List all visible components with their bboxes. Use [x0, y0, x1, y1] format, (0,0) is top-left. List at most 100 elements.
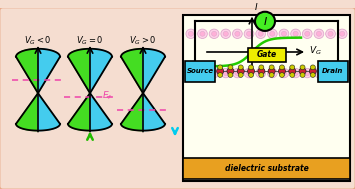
Circle shape [255, 12, 275, 31]
Circle shape [326, 29, 335, 39]
Circle shape [293, 71, 298, 76]
Circle shape [279, 29, 289, 39]
Circle shape [269, 73, 274, 77]
Circle shape [270, 71, 275, 76]
Circle shape [268, 68, 275, 74]
Circle shape [337, 29, 347, 39]
Text: $V_G < 0$: $V_G < 0$ [24, 35, 52, 47]
Circle shape [278, 68, 285, 74]
Circle shape [267, 29, 277, 39]
Circle shape [326, 68, 335, 78]
Circle shape [235, 71, 240, 76]
Circle shape [340, 31, 345, 36]
Circle shape [227, 68, 234, 74]
Text: dielectric substrate: dielectric substrate [225, 164, 308, 173]
Circle shape [223, 71, 228, 76]
Circle shape [258, 31, 263, 36]
Circle shape [198, 29, 207, 39]
Circle shape [186, 68, 196, 78]
Polygon shape [121, 49, 143, 93]
Polygon shape [90, 93, 112, 131]
FancyBboxPatch shape [183, 158, 350, 179]
Circle shape [256, 29, 266, 39]
Circle shape [328, 31, 333, 36]
Circle shape [228, 65, 233, 70]
Circle shape [258, 68, 265, 74]
Circle shape [186, 29, 196, 39]
Circle shape [218, 65, 223, 70]
Circle shape [337, 68, 347, 78]
Polygon shape [16, 93, 38, 131]
Text: $I$: $I$ [262, 15, 267, 27]
Circle shape [259, 65, 264, 70]
Circle shape [188, 31, 193, 36]
Circle shape [235, 31, 240, 36]
Polygon shape [68, 93, 90, 131]
Circle shape [267, 68, 277, 78]
Circle shape [290, 73, 295, 77]
Circle shape [302, 68, 312, 78]
Circle shape [279, 65, 284, 70]
Circle shape [300, 73, 305, 77]
Circle shape [198, 68, 207, 78]
Circle shape [218, 73, 223, 77]
Circle shape [291, 68, 300, 78]
Circle shape [289, 68, 296, 74]
Circle shape [221, 68, 231, 78]
Text: $V_G > 0$: $V_G > 0$ [129, 35, 157, 47]
Circle shape [248, 73, 253, 77]
Circle shape [328, 71, 333, 76]
Circle shape [300, 65, 305, 70]
Circle shape [305, 31, 310, 36]
Text: Source: Source [186, 68, 214, 74]
Circle shape [212, 31, 217, 36]
Circle shape [316, 31, 322, 36]
Circle shape [270, 31, 275, 36]
Polygon shape [16, 49, 38, 93]
Circle shape [305, 71, 310, 76]
Circle shape [302, 29, 312, 39]
Circle shape [246, 31, 252, 36]
Circle shape [309, 68, 316, 74]
Circle shape [246, 71, 252, 76]
Circle shape [209, 68, 219, 78]
Circle shape [248, 65, 253, 70]
Circle shape [200, 71, 205, 76]
Circle shape [244, 29, 254, 39]
FancyBboxPatch shape [318, 61, 348, 82]
Circle shape [258, 71, 263, 76]
Circle shape [188, 71, 193, 76]
Circle shape [209, 29, 219, 39]
Circle shape [259, 73, 264, 77]
Circle shape [212, 71, 217, 76]
Circle shape [299, 68, 306, 74]
Circle shape [279, 68, 289, 78]
Text: $I$: $I$ [254, 1, 258, 12]
Circle shape [340, 71, 345, 76]
Text: Gate: Gate [256, 50, 277, 59]
Text: $E_f$: $E_f$ [102, 90, 113, 102]
Polygon shape [90, 49, 112, 93]
FancyBboxPatch shape [247, 48, 285, 62]
Circle shape [233, 68, 242, 78]
FancyBboxPatch shape [183, 15, 350, 181]
Circle shape [228, 73, 233, 77]
Polygon shape [143, 93, 165, 131]
FancyBboxPatch shape [0, 7, 355, 189]
Polygon shape [38, 49, 60, 93]
Circle shape [291, 29, 300, 39]
Circle shape [310, 73, 315, 77]
Circle shape [221, 29, 231, 39]
Circle shape [316, 71, 322, 76]
Circle shape [293, 31, 298, 36]
Circle shape [314, 29, 324, 39]
Polygon shape [121, 93, 143, 131]
Text: $V_G = 0$: $V_G = 0$ [76, 35, 104, 47]
Polygon shape [143, 49, 165, 93]
Text: $V_G$: $V_G$ [309, 45, 322, 57]
Circle shape [238, 65, 243, 70]
Circle shape [290, 65, 295, 70]
Circle shape [314, 68, 324, 78]
Circle shape [282, 31, 286, 36]
FancyBboxPatch shape [185, 61, 215, 82]
